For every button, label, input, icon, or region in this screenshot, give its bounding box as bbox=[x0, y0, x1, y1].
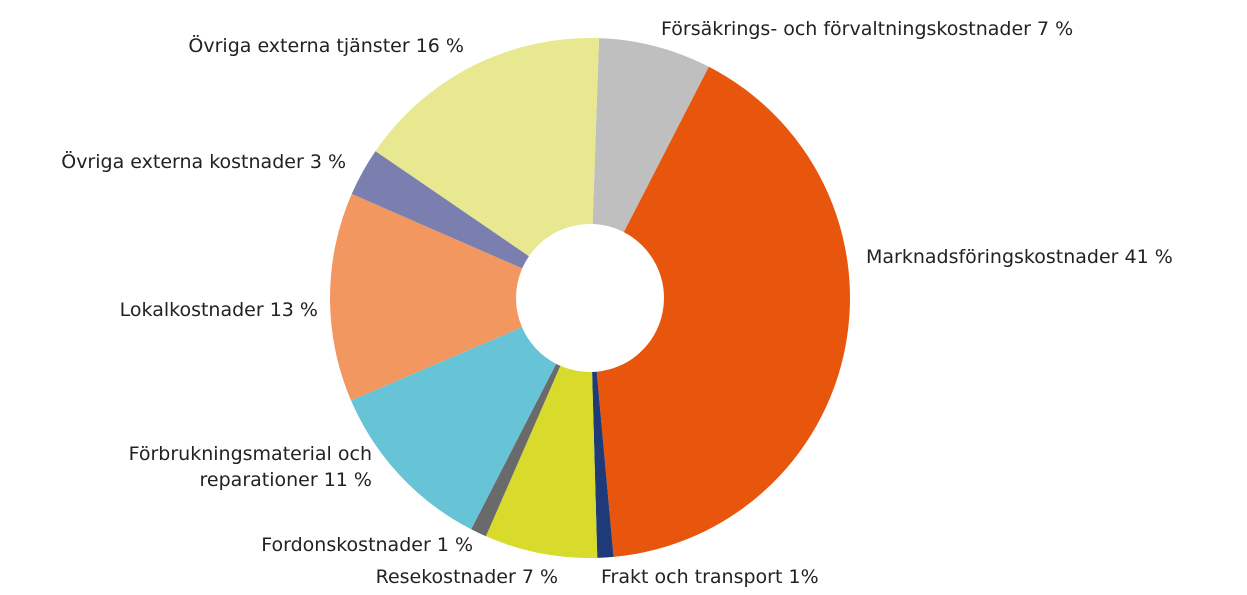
pie-slice bbox=[596, 66, 850, 557]
category-label: Förbrukningsmaterial och reparationer bbox=[128, 443, 372, 491]
value-label: 16 % bbox=[415, 35, 464, 57]
slice-label: Lokalkostnader 13 % bbox=[120, 297, 318, 323]
slice-label: Frakt och transport 1% bbox=[601, 564, 819, 590]
category-label: Frakt och transport bbox=[601, 566, 783, 588]
value-label: 1 % bbox=[436, 534, 473, 556]
value-label: 7 % bbox=[1037, 18, 1074, 40]
pie-slice bbox=[330, 193, 523, 401]
pie-slice bbox=[485, 365, 598, 558]
value-label: 1% bbox=[788, 566, 819, 588]
slice-label: Övriga externa kostnader 3 % bbox=[61, 149, 346, 175]
category-label: Lokalkostnader bbox=[119, 299, 264, 321]
slice-label: Marknadsföringskostnader 41 % bbox=[866, 244, 1173, 270]
pie-slice bbox=[592, 38, 709, 233]
slice-label: Övriga externa tjänster 16 % bbox=[188, 33, 464, 59]
value-label: 41 % bbox=[1124, 246, 1173, 268]
pie-slice bbox=[592, 371, 614, 558]
category-label: Försäkrings- och förvaltningskostnader bbox=[661, 18, 1031, 40]
category-label: Marknadsföringskostnader bbox=[866, 246, 1119, 268]
value-label: 7 % bbox=[521, 566, 558, 588]
slice-label: Försäkrings- och förvaltningskostnader 7… bbox=[661, 16, 1073, 42]
value-label: 13 % bbox=[269, 299, 318, 321]
value-label: 11 % bbox=[323, 469, 372, 491]
category-label: Övriga externa kostnader bbox=[61, 151, 304, 173]
slice-label: Resekostnader 7 % bbox=[376, 564, 558, 590]
pie-slice bbox=[375, 38, 600, 257]
slice-label: Förbrukningsmaterial och reparationer 11… bbox=[82, 441, 372, 493]
pie-slice bbox=[351, 151, 529, 269]
category-label: Övriga externa tjänster bbox=[188, 35, 410, 57]
pie-slice bbox=[471, 363, 561, 537]
category-label: Fordonskostnader bbox=[261, 534, 431, 556]
pie-slice bbox=[351, 327, 557, 530]
value-label: 3 % bbox=[309, 151, 346, 173]
slice-label: Fordonskostnader 1 % bbox=[261, 532, 473, 558]
category-label: Resekostnader bbox=[375, 566, 516, 588]
